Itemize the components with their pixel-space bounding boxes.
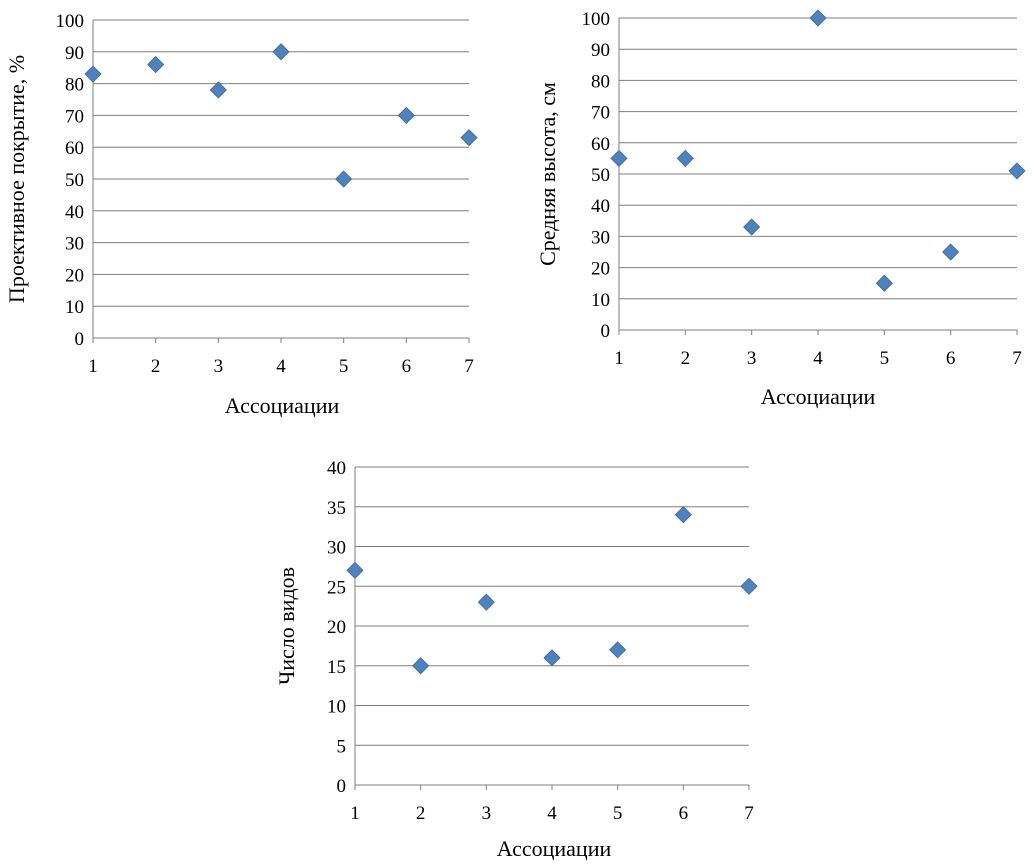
x-tick-label: 5 [880, 348, 890, 369]
x-axis-title: Ассоциации [225, 393, 340, 418]
y-tick-label: 40 [327, 458, 346, 479]
y-tick-label: 60 [591, 134, 610, 155]
y-tick-label: 0 [337, 776, 347, 797]
data-point [460, 129, 478, 147]
x-tick-label: 1 [88, 356, 98, 377]
y-tick-label: 90 [65, 43, 84, 64]
data-point [1008, 162, 1026, 180]
data-point [84, 65, 102, 83]
data-point [477, 593, 495, 611]
y-tick-label: 0 [601, 321, 611, 342]
y-tick-label: 50 [591, 165, 610, 186]
x-axis-title: Ассоциации [761, 384, 876, 409]
y-tick-label: 0 [75, 329, 85, 350]
data-point [610, 149, 628, 167]
y-tick-label: 10 [65, 297, 84, 318]
y-tick-label: 70 [591, 103, 610, 124]
y-tick-label: 10 [327, 697, 346, 718]
y-tick-label: 80 [65, 75, 84, 96]
x-tick-label: 5 [613, 803, 623, 824]
data-point [674, 506, 692, 524]
y-axis-title: Число видов [274, 567, 299, 685]
x-tick-label: 3 [214, 356, 224, 377]
y-tick-label: 40 [591, 196, 610, 217]
data-point [147, 55, 165, 74]
x-tick-label: 7 [464, 356, 474, 377]
data-point [609, 641, 627, 659]
y-tick-label: 25 [327, 577, 346, 598]
x-axis-title: Ассоциации [497, 836, 612, 861]
data-point [335, 170, 353, 188]
x-tick-label: 1 [614, 348, 624, 369]
data-point [743, 218, 761, 236]
y-tick-label: 100 [582, 9, 611, 30]
data-point [740, 577, 758, 595]
data-point [809, 9, 827, 27]
x-tick-label: 3 [482, 803, 492, 824]
x-tick-label: 2 [151, 356, 161, 377]
data-point [543, 649, 561, 667]
x-tick-label: 7 [1012, 348, 1022, 369]
y-tick-label: 90 [591, 40, 610, 61]
data-point [875, 274, 893, 292]
y-tick-label: 40 [65, 202, 84, 223]
x-tick-label: 6 [402, 356, 412, 377]
x-tick-label: 2 [681, 348, 691, 369]
data-point [942, 243, 960, 261]
y-tick-label: 60 [65, 138, 84, 159]
x-tick-label: 4 [547, 803, 557, 824]
y-tick-label: 20 [327, 617, 346, 638]
y-tick-label: 30 [591, 227, 610, 248]
data-point [397, 106, 415, 124]
x-tick-label: 3 [747, 348, 757, 369]
y-tick-label: 70 [65, 106, 84, 127]
chart-species-count: 0 5 10 15 20 25 30 35 40 1 2 3 4 5 6 7 Ассоциации Число в… [274, 458, 758, 861]
x-tick-label: 7 [744, 803, 754, 824]
y-tick-label: 80 [591, 71, 610, 92]
y-tick-label: 10 [591, 290, 610, 311]
y-axis-title: Средняя высота, см [535, 82, 560, 266]
y-tick-label: 30 [65, 234, 84, 255]
data-point [412, 657, 430, 675]
y-tick-label: 30 [327, 538, 346, 559]
data-point [272, 43, 290, 61]
x-tick-label: 1 [350, 803, 360, 824]
data-point [209, 81, 227, 99]
x-tick-label: 4 [813, 348, 823, 369]
y-tick-label: 15 [327, 657, 346, 678]
x-tick-label: 5 [339, 356, 349, 377]
x-tick-label: 6 [679, 803, 689, 824]
y-axis-title: Проективное покрытие, % [4, 55, 29, 303]
data-point [676, 149, 694, 167]
y-tick-label: 20 [591, 259, 610, 280]
data-point [346, 561, 364, 579]
y-tick-label: 50 [65, 170, 84, 191]
chart-projective-cover: 0 10 20 30 40 50 60 70 80 90 100 1 2 3 4 5 6 7 Ассоциации П… [4, 11, 478, 418]
y-tick-label: 5 [337, 736, 347, 757]
chart-average-height: 0 10 20 30 40 50 60 70 80 90 100 1 2 3 4 5 6 7 Ассоциации С… [535, 9, 1026, 409]
y-tick-label: 100 [56, 11, 85, 32]
x-tick-label: 2 [416, 803, 426, 824]
y-tick-label: 35 [327, 498, 346, 519]
x-tick-label: 4 [276, 356, 286, 377]
y-tick-label: 20 [65, 265, 84, 286]
x-tick-label: 6 [946, 348, 956, 369]
